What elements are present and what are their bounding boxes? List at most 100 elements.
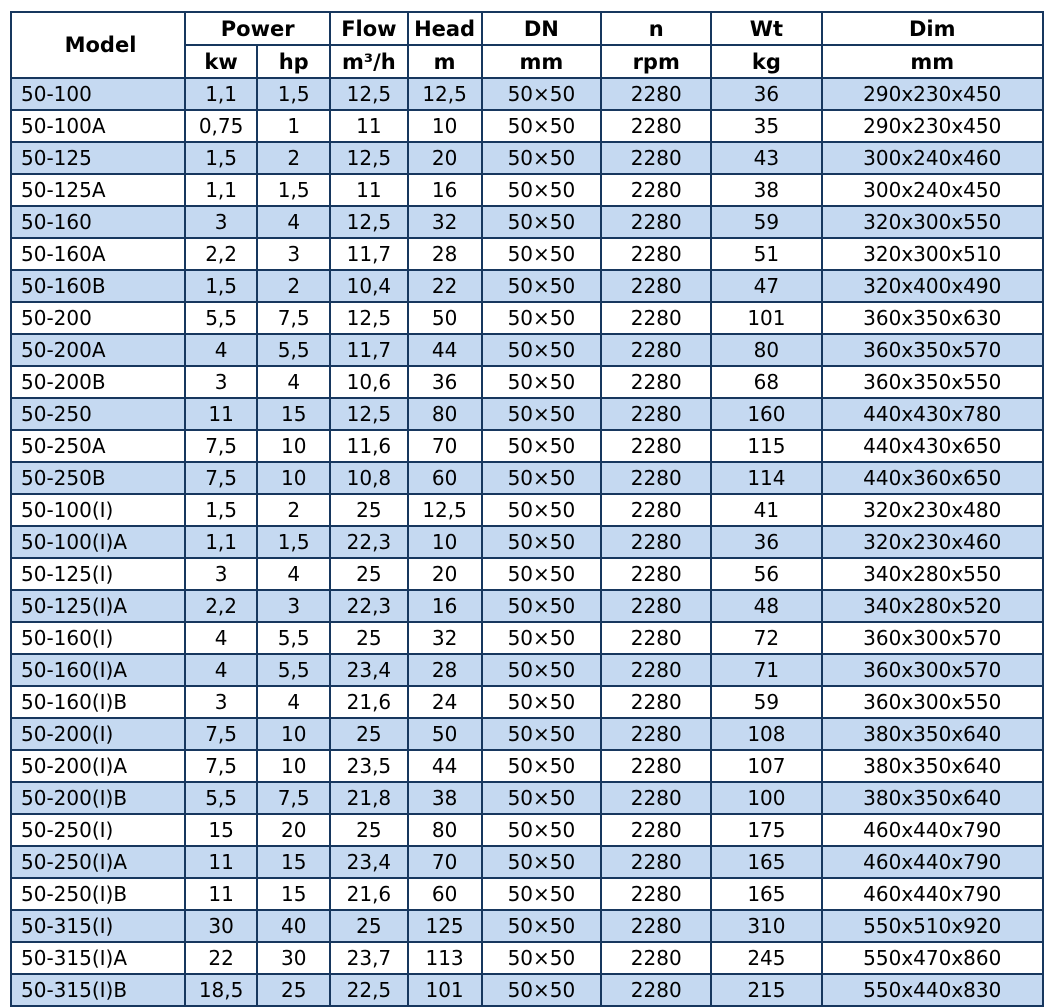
- table-row: 50-200(I) 7,5 10 25 50 50×50 2280 108 380x350x64…: [9, 717, 1044, 751]
- rpm-cell: 2280: [600, 237, 713, 271]
- power-kw-cell: 7,5: [184, 717, 259, 751]
- model-cell: 50-200: [9, 301, 187, 335]
- flow-cell: 12,5: [329, 141, 409, 175]
- head-cell: 12,5: [406, 493, 483, 527]
- dim-cell: 550x470x860: [820, 941, 1044, 975]
- flow-cell: 22,3: [329, 525, 409, 559]
- table-row: 50-250B 7,5 10 10,8 60 50×50 2280 114 440x360x65…: [9, 461, 1044, 495]
- power-hp-cell: 2: [256, 141, 332, 175]
- head-cell: 80: [406, 813, 483, 847]
- dn-cell: 50×50: [480, 685, 603, 719]
- power-hp-cell: 10: [256, 717, 332, 751]
- weight-cell: 36: [710, 525, 823, 559]
- dn-cell: 50×50: [480, 717, 603, 751]
- dn-cell: 50×50: [480, 749, 603, 783]
- power-kw-cell: 5,5: [184, 301, 259, 335]
- power-kw-cell: 4: [184, 333, 259, 367]
- head-cell: 70: [406, 429, 483, 463]
- power-hp-cell: 4: [256, 205, 332, 239]
- rpm-cell: 2280: [600, 397, 713, 431]
- power-hp-cell: 2: [256, 269, 332, 303]
- head-cell: 28: [406, 237, 483, 271]
- model-cell: 50-125(I)A: [9, 589, 187, 623]
- weight-cell: 100: [710, 781, 823, 815]
- weight-cell: 160: [710, 397, 823, 431]
- rpm-cell: 2280: [600, 365, 713, 399]
- rpm-cell: 2280: [600, 109, 713, 143]
- head-cell: 32: [406, 205, 483, 239]
- weight-cell: 72: [710, 621, 823, 655]
- power-hp-cell: 3: [256, 589, 332, 623]
- rpm-cell: 2280: [600, 877, 713, 911]
- dim-cell: 440x430x780: [820, 397, 1044, 431]
- weight-cell: 245: [710, 941, 823, 975]
- dn-cell: 50×50: [480, 461, 603, 495]
- model-cell: 50-160A: [9, 237, 187, 271]
- model-cell: 50-200B: [9, 365, 187, 399]
- flow-cell: 12,5: [329, 397, 409, 431]
- rpm-cell: 2280: [600, 813, 713, 847]
- model-cell: 50-160(I)A: [9, 653, 187, 687]
- weight-cell: 68: [710, 365, 823, 399]
- dn-cell: 50×50: [480, 173, 603, 207]
- header-dn: DN: [480, 11, 603, 46]
- dn-cell: 50×50: [480, 109, 603, 143]
- weight-cell: 114: [710, 461, 823, 495]
- power-kw-cell: 4: [184, 621, 259, 655]
- unit-dim: mm: [820, 44, 1044, 79]
- rpm-cell: 2280: [600, 141, 713, 175]
- dim-cell: 360x300x570: [820, 653, 1044, 687]
- dn-cell: 50×50: [480, 429, 603, 463]
- dn-cell: 50×50: [480, 973, 603, 1007]
- rpm-cell: 2280: [600, 461, 713, 495]
- power-kw-cell: 7,5: [184, 429, 259, 463]
- weight-cell: 115: [710, 429, 823, 463]
- rpm-cell: 2280: [600, 685, 713, 719]
- table-row: 50-125 1,5 2 12,5 20 50×50 2280 43 300x240x460: [9, 141, 1044, 175]
- flow-cell: 23,4: [329, 653, 409, 687]
- dn-cell: 50×50: [480, 557, 603, 591]
- flow-cell: 21,8: [329, 781, 409, 815]
- power-hp-cell: 30: [256, 941, 332, 975]
- table-row: 50-160(I) 4 5,5 25 32 50×50 2280 72 360x300x570: [9, 621, 1044, 655]
- unit-kw: kw: [184, 44, 259, 79]
- dim-cell: 320x300x510: [820, 237, 1044, 271]
- power-kw-cell: 7,5: [184, 749, 259, 783]
- dn-cell: 50×50: [480, 301, 603, 335]
- weight-cell: 56: [710, 557, 823, 591]
- power-kw-cell: 0,75: [184, 109, 259, 143]
- dim-cell: 360x300x570: [820, 621, 1044, 655]
- model-cell: 50-100A: [9, 109, 187, 143]
- dim-cell: 460x440x790: [820, 877, 1044, 911]
- flow-cell: 22,3: [329, 589, 409, 623]
- power-hp-cell: 15: [256, 397, 332, 431]
- dim-cell: 300x240x450: [820, 173, 1044, 207]
- model-cell: 50-250: [9, 397, 187, 431]
- model-cell: 50-100(I)A: [9, 525, 187, 559]
- unit-head: m: [406, 44, 483, 79]
- weight-cell: 51: [710, 237, 823, 271]
- unit-wt: kg: [710, 44, 823, 79]
- model-cell: 50-125: [9, 141, 187, 175]
- header-flow: Flow: [329, 11, 409, 46]
- power-hp-cell: 20: [256, 813, 332, 847]
- power-kw-cell: 2,2: [184, 589, 259, 623]
- dim-cell: 320x300x550: [820, 205, 1044, 239]
- model-cell: 50-315(I)A: [9, 941, 187, 975]
- header-n: n: [600, 11, 713, 46]
- table-row: 50-200B 3 4 10,6 36 50×50 2280 68 360x350x550: [9, 365, 1044, 399]
- table-row: 50-125(I)A 2,2 3 22,3 16 50×50 2280 48 340x280x5…: [9, 589, 1044, 623]
- power-kw-cell: 18,5: [184, 973, 259, 1007]
- table-row: 50-100(I) 1,5 2 25 12,5 50×50 2280 41 320x230x48…: [9, 493, 1044, 527]
- power-kw-cell: 4: [184, 653, 259, 687]
- power-kw-cell: 5,5: [184, 781, 259, 815]
- model-cell: 50-160(I)B: [9, 685, 187, 719]
- dim-cell: 460x440x790: [820, 813, 1044, 847]
- dim-cell: 380x350x640: [820, 781, 1044, 815]
- weight-cell: 108: [710, 717, 823, 751]
- dim-cell: 460x440x790: [820, 845, 1044, 879]
- weight-cell: 43: [710, 141, 823, 175]
- table-row: 50-160B 1,5 2 10,4 22 50×50 2280 47 320x400x490: [9, 269, 1044, 303]
- dn-cell: 50×50: [480, 77, 603, 111]
- table-row: 50-125(I) 3 4 25 20 50×50 2280 56 340x280x550: [9, 557, 1044, 591]
